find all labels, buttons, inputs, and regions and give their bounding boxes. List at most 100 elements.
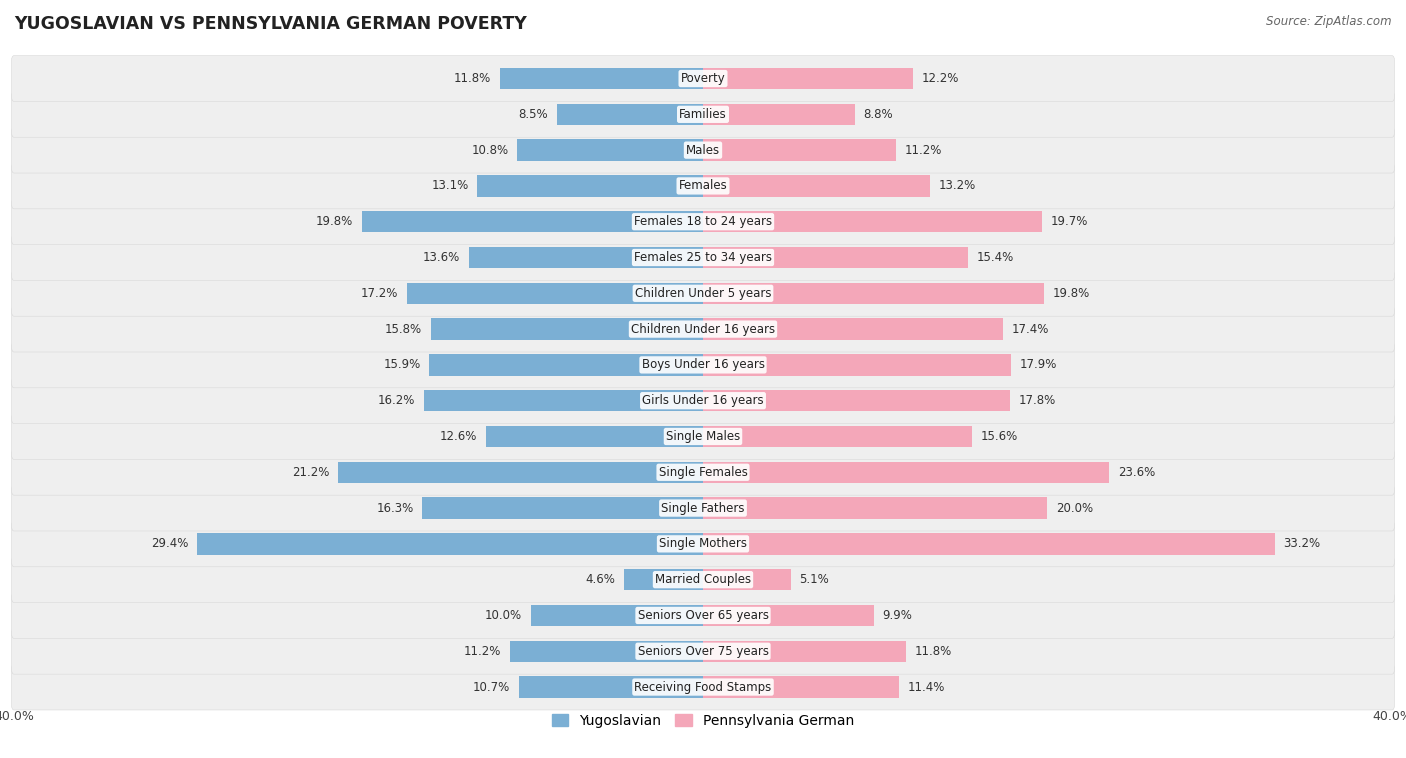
Text: 12.2%: 12.2% bbox=[922, 72, 959, 85]
Text: 13.2%: 13.2% bbox=[939, 180, 976, 193]
Text: 13.6%: 13.6% bbox=[423, 251, 460, 264]
FancyBboxPatch shape bbox=[11, 521, 1395, 567]
Text: Females 25 to 34 years: Females 25 to 34 years bbox=[634, 251, 772, 264]
Text: 23.6%: 23.6% bbox=[1118, 465, 1156, 479]
Bar bbox=[468, 247, 703, 268]
Bar bbox=[703, 139, 896, 161]
Bar bbox=[703, 426, 972, 447]
Bar bbox=[478, 175, 703, 196]
Text: Children Under 5 years: Children Under 5 years bbox=[634, 287, 772, 300]
Text: Single Fathers: Single Fathers bbox=[661, 502, 745, 515]
Bar bbox=[430, 318, 703, 340]
Text: 17.2%: 17.2% bbox=[361, 287, 398, 300]
Text: 33.2%: 33.2% bbox=[1284, 537, 1320, 550]
FancyBboxPatch shape bbox=[11, 664, 1395, 710]
Bar bbox=[703, 247, 969, 268]
FancyBboxPatch shape bbox=[11, 485, 1395, 531]
Bar bbox=[624, 569, 703, 590]
Text: 15.6%: 15.6% bbox=[980, 430, 1018, 443]
Text: 12.6%: 12.6% bbox=[440, 430, 478, 443]
Text: 13.1%: 13.1% bbox=[432, 180, 468, 193]
Text: Married Couples: Married Couples bbox=[655, 573, 751, 586]
Text: 11.2%: 11.2% bbox=[464, 645, 502, 658]
FancyBboxPatch shape bbox=[11, 628, 1395, 674]
Text: Boys Under 16 years: Boys Under 16 years bbox=[641, 359, 765, 371]
Bar bbox=[703, 211, 1042, 233]
FancyBboxPatch shape bbox=[11, 342, 1395, 388]
Text: 10.8%: 10.8% bbox=[471, 143, 509, 157]
FancyBboxPatch shape bbox=[11, 163, 1395, 209]
Bar bbox=[703, 318, 1002, 340]
Text: 11.4%: 11.4% bbox=[908, 681, 945, 694]
FancyBboxPatch shape bbox=[11, 127, 1395, 173]
Text: Families: Families bbox=[679, 108, 727, 121]
Text: 8.8%: 8.8% bbox=[863, 108, 893, 121]
Bar bbox=[703, 354, 1011, 376]
Bar bbox=[703, 283, 1045, 304]
FancyBboxPatch shape bbox=[11, 55, 1395, 102]
Bar bbox=[557, 104, 703, 125]
Text: 19.8%: 19.8% bbox=[316, 215, 353, 228]
Text: Single Mothers: Single Mothers bbox=[659, 537, 747, 550]
Text: Females 18 to 24 years: Females 18 to 24 years bbox=[634, 215, 772, 228]
Text: 11.8%: 11.8% bbox=[915, 645, 952, 658]
FancyBboxPatch shape bbox=[11, 449, 1395, 495]
Text: 10.0%: 10.0% bbox=[485, 609, 522, 622]
Text: Poverty: Poverty bbox=[681, 72, 725, 85]
Bar bbox=[517, 139, 703, 161]
Bar bbox=[703, 175, 931, 196]
Text: 29.4%: 29.4% bbox=[150, 537, 188, 550]
Bar bbox=[703, 462, 1109, 483]
FancyBboxPatch shape bbox=[11, 199, 1395, 245]
FancyBboxPatch shape bbox=[11, 306, 1395, 352]
Text: Children Under 16 years: Children Under 16 years bbox=[631, 323, 775, 336]
Text: 10.7%: 10.7% bbox=[472, 681, 510, 694]
Text: 16.3%: 16.3% bbox=[377, 502, 413, 515]
Text: 17.9%: 17.9% bbox=[1019, 359, 1057, 371]
Bar bbox=[703, 641, 907, 662]
Text: 8.5%: 8.5% bbox=[519, 108, 548, 121]
Bar bbox=[703, 533, 1275, 555]
Bar bbox=[531, 605, 703, 626]
Text: 16.2%: 16.2% bbox=[378, 394, 415, 407]
Bar bbox=[510, 641, 703, 662]
Text: Males: Males bbox=[686, 143, 720, 157]
Text: 21.2%: 21.2% bbox=[292, 465, 329, 479]
Text: 15.8%: 15.8% bbox=[385, 323, 422, 336]
Bar bbox=[519, 676, 703, 698]
Text: Seniors Over 75 years: Seniors Over 75 years bbox=[637, 645, 769, 658]
FancyBboxPatch shape bbox=[11, 92, 1395, 137]
Bar bbox=[703, 104, 855, 125]
Text: 20.0%: 20.0% bbox=[1056, 502, 1094, 515]
Bar bbox=[499, 67, 703, 89]
FancyBboxPatch shape bbox=[11, 377, 1395, 424]
FancyBboxPatch shape bbox=[11, 557, 1395, 603]
Text: 15.4%: 15.4% bbox=[977, 251, 1014, 264]
Text: Receiving Food Stamps: Receiving Food Stamps bbox=[634, 681, 772, 694]
Bar bbox=[703, 390, 1010, 412]
Text: Seniors Over 65 years: Seniors Over 65 years bbox=[637, 609, 769, 622]
Text: 19.7%: 19.7% bbox=[1050, 215, 1088, 228]
Bar bbox=[422, 497, 703, 518]
Text: YUGOSLAVIAN VS PENNSYLVANIA GERMAN POVERTY: YUGOSLAVIAN VS PENNSYLVANIA GERMAN POVER… bbox=[14, 15, 527, 33]
Text: Females: Females bbox=[679, 180, 727, 193]
Text: 19.8%: 19.8% bbox=[1053, 287, 1090, 300]
Text: 4.6%: 4.6% bbox=[585, 573, 616, 586]
Bar bbox=[406, 283, 703, 304]
Text: Single Males: Single Males bbox=[666, 430, 740, 443]
Bar bbox=[197, 533, 703, 555]
Bar bbox=[425, 390, 703, 412]
Bar bbox=[703, 676, 900, 698]
Text: 15.9%: 15.9% bbox=[384, 359, 420, 371]
Text: Single Females: Single Females bbox=[658, 465, 748, 479]
Bar bbox=[703, 67, 912, 89]
Text: 11.8%: 11.8% bbox=[454, 72, 491, 85]
FancyBboxPatch shape bbox=[11, 414, 1395, 459]
FancyBboxPatch shape bbox=[11, 271, 1395, 316]
Bar bbox=[337, 462, 703, 483]
Bar bbox=[361, 211, 703, 233]
Bar bbox=[703, 569, 790, 590]
Text: 5.1%: 5.1% bbox=[800, 573, 830, 586]
Text: Source: ZipAtlas.com: Source: ZipAtlas.com bbox=[1267, 15, 1392, 28]
Bar bbox=[486, 426, 703, 447]
